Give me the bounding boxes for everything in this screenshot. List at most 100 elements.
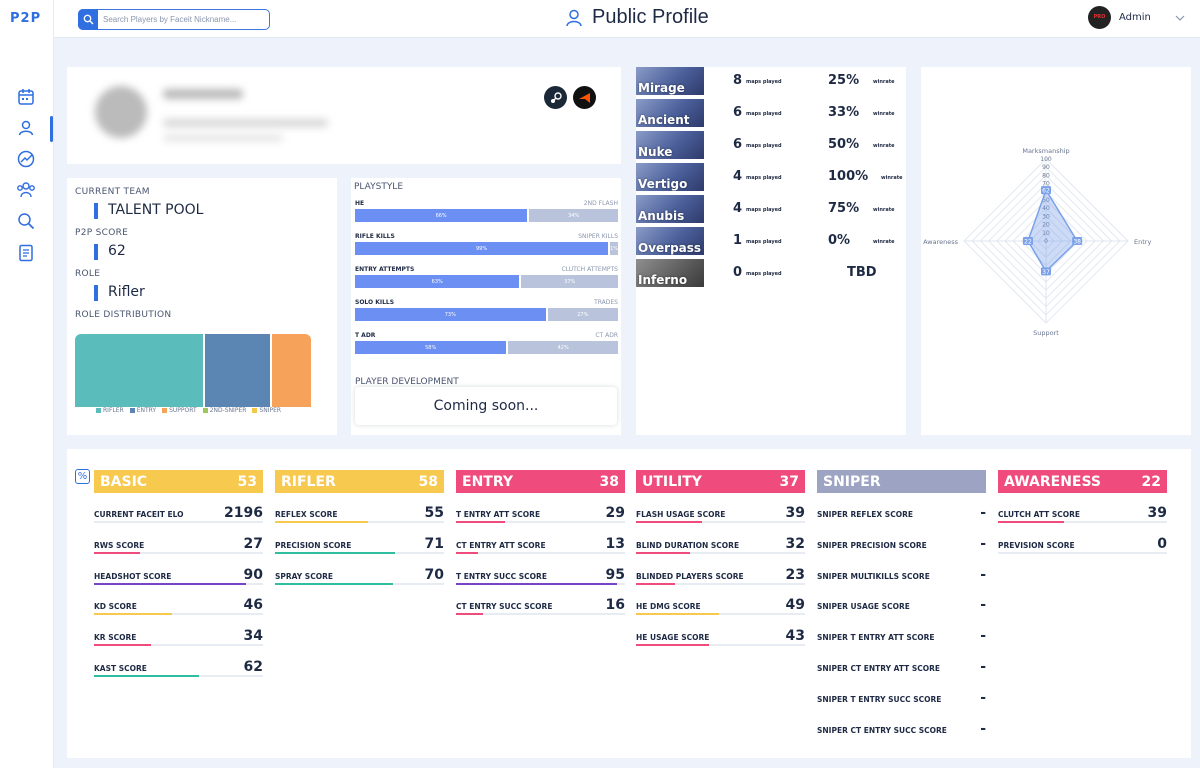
- map-thumbnail: Overpass: [636, 227, 704, 255]
- score-row: PRECISION SCORE 71: [275, 536, 444, 557]
- score-bar-track: [94, 521, 263, 523]
- role-value: Rifler: [94, 284, 145, 301]
- playstyle-bar: 66% 34%: [355, 209, 618, 222]
- steam-icon[interactable]: [544, 86, 567, 109]
- page-title-group: Public Profile: [566, 6, 709, 29]
- score-label: SNIPER PRECISION SCORE: [817, 540, 927, 550]
- radar-chart: 010203040506070809010062383722Marksmansh…: [923, 147, 1151, 337]
- map-played-count: 8: [733, 73, 743, 88]
- score-value: -: [980, 505, 986, 521]
- user-name[interactable]: Admin: [1119, 12, 1151, 23]
- map-row-mirage[interactable]: Mirage 8 maps played 25% winrate: [636, 67, 906, 95]
- score-label: KD SCORE: [94, 602, 137, 612]
- score-column-total: 53: [237, 474, 257, 490]
- playstyle-left-label: RIFLE KILLS: [355, 233, 395, 240]
- sidebar-active-indicator: [50, 116, 53, 142]
- map-name: Inferno: [638, 273, 688, 287]
- score-row: HE USAGE SCORE 43: [636, 628, 805, 649]
- trend-icon[interactable]: [15, 148, 37, 170]
- score-bar-track: [456, 582, 625, 585]
- score-bar-fill: [456, 613, 484, 616]
- user-menu[interactable]: PRO Admin: [1088, 6, 1187, 29]
- score-bar-fill: [94, 644, 152, 647]
- radar-axis-label: Marksmanship: [1022, 147, 1069, 155]
- percent-icon: %: [75, 469, 90, 484]
- score-row: SNIPER T ENTRY SUCC SCORE -: [817, 690, 986, 711]
- map-row-inferno[interactable]: Inferno 0 maps played TBD: [636, 259, 906, 287]
- chevron-down-icon[interactable]: [1173, 13, 1187, 23]
- faceit-icon[interactable]: [573, 86, 596, 109]
- map-row-anubis[interactable]: Anubis 4 maps played 75% winrate: [636, 195, 906, 223]
- score-label: BLIND DURATION SCORE: [636, 540, 740, 550]
- map-row-nuke[interactable]: Nuke 6 maps played 50% winrate: [636, 131, 906, 159]
- radar-value-label: 62: [1042, 188, 1050, 195]
- role-label: ROLE: [75, 269, 101, 279]
- score-value: 95: [605, 566, 625, 583]
- score-bar-fill: [456, 551, 478, 554]
- radar-tick-label: 70: [1042, 181, 1050, 188]
- playstyle-bar: 73% 27%: [355, 308, 618, 321]
- legend-label: ENTRY: [136, 407, 157, 414]
- score-label: SNIPER CT ENTRY ATT SCORE: [817, 664, 941, 673]
- score-label: SPRAY SCORE: [275, 571, 333, 581]
- role-distribution-chart: [75, 334, 311, 407]
- score-column-total: 37: [779, 474, 799, 490]
- score-column-awareness: AWARENESS 22 CLUTCH ATT SCORE 39 PREVISION S…: [998, 470, 1167, 760]
- score-value: 43: [785, 628, 805, 645]
- score-column-total: 38: [599, 474, 619, 490]
- legend-item: 2ND-SNIPER: [202, 407, 247, 414]
- score-value: 16: [605, 597, 625, 614]
- scores-card: % BASIC 53 CURRENT FACEIT ELO 2196 RWS SCORE…: [67, 449, 1191, 758]
- document-icon[interactable]: [15, 242, 37, 264]
- score-label: REFLEX SCORE: [275, 510, 338, 519]
- map-played-count: 4: [733, 169, 743, 184]
- current-team-label: CURRENT TEAM: [75, 187, 150, 197]
- score-bar-fill: [636, 582, 675, 585]
- map-winrate: 50%: [828, 137, 860, 152]
- map-row-overpass[interactable]: Overpass 1 maps played 0% winrate: [636, 227, 906, 255]
- p2p-score-label: P2P SCORE: [75, 228, 129, 238]
- radar-card: 010203040506070809010062383722Marksmansh…: [921, 67, 1191, 435]
- legend-label: 2ND-SNIPER: [209, 407, 247, 414]
- score-bar-fill: [275, 521, 368, 523]
- score-row: T ENTRY SUCC SCORE 95: [456, 566, 625, 588]
- search-input[interactable]: [103, 12, 263, 27]
- app-logo[interactable]: P2P: [10, 11, 42, 26]
- playstyle-left-label: SOLO KILLS: [355, 299, 395, 306]
- score-label: HE DMG SCORE: [636, 602, 701, 612]
- radar-tick-label: 90: [1042, 164, 1050, 171]
- map-played-count: 1: [733, 233, 743, 248]
- player-search-icon[interactable]: [15, 210, 37, 232]
- score-bar-track: [275, 551, 444, 554]
- score-label: SNIPER T ENTRY SUCC SCORE: [817, 694, 942, 704]
- score-column-title: RIFLER: [281, 474, 336, 490]
- score-bar-fill: [94, 582, 247, 585]
- playstyle-bar-right: 42%: [508, 341, 618, 354]
- map-played-count: 4: [733, 201, 743, 216]
- role-distribution-label: ROLE DISTRIBUTION: [75, 310, 172, 320]
- score-row: SNIPER PRECISION SCORE -: [817, 536, 986, 557]
- score-bar-fill: [636, 551, 691, 554]
- map-played-label: maps played: [746, 239, 782, 245]
- page-title: Public Profile: [592, 6, 709, 28]
- profile-icon[interactable]: [15, 117, 37, 139]
- legend-item: SUPPORT: [162, 407, 197, 414]
- calendar-icon[interactable]: [15, 86, 37, 108]
- score-value: 23: [785, 566, 805, 583]
- profile-details-redacted: [163, 119, 328, 127]
- radar-value-badge: [1022, 237, 1033, 245]
- legend-item: SNIPER: [252, 407, 281, 414]
- map-row-vertigo[interactable]: Vertigo 4 maps played 100% winrate: [636, 163, 906, 191]
- score-row: PREVISION SCORE 0: [998, 536, 1167, 557]
- playstyle-bar-left: 99%: [355, 242, 609, 255]
- score-row: HEADSHOT SCORE 90: [94, 567, 263, 588]
- map-row-ancient[interactable]: Ancient 6 maps played 33% winrate: [636, 99, 906, 127]
- avatar[interactable]: PRO: [1088, 6, 1111, 29]
- score-bar-fill: [456, 582, 617, 585]
- score-bar-fill: [636, 521, 702, 523]
- score-value: 55: [424, 505, 444, 521]
- team-icon[interactable]: [15, 179, 37, 201]
- radar-tick-label: 100: [1040, 156, 1052, 163]
- score-column-basic: BASIC 53 CURRENT FACEIT ELO 2196 RWS SCORE 27…: [94, 470, 263, 760]
- search-button[interactable]: [78, 9, 98, 30]
